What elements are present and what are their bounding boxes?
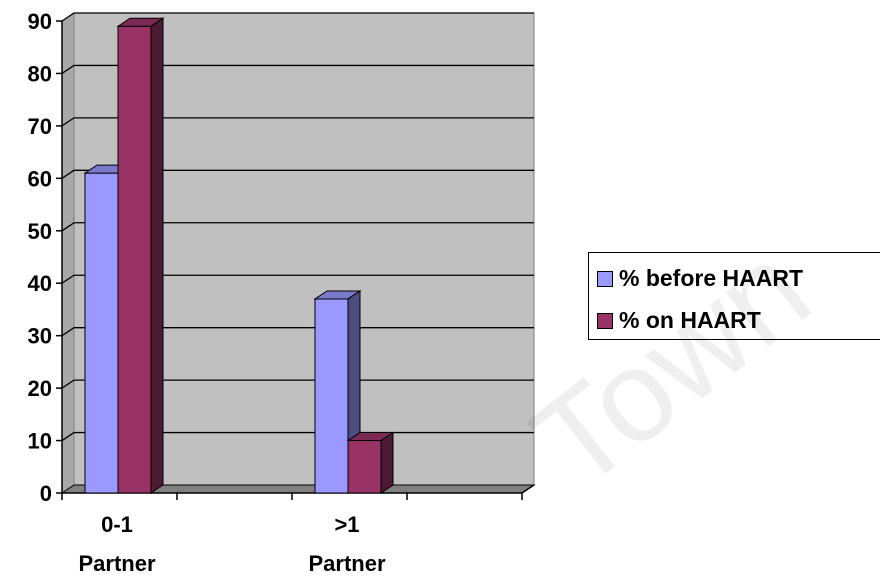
x-category-labels: 0-1 Partner >1 Partner [78,512,385,576]
legend-swatch-before [597,270,613,287]
gridline [61,169,534,179]
gridline [61,379,534,389]
bar [313,290,362,494]
y-tick-label: 20 [28,376,52,401]
y-tick-label: 80 [28,61,52,86]
y-tick-label: 70 [28,114,52,139]
bar-side [150,17,164,494]
legend-label-on: % on HAART [619,307,761,333]
bars [83,17,395,494]
bar-front [84,172,119,494]
legend-item-on: % on HAART [597,307,761,334]
y-tick-label: 90 [28,9,52,34]
y-tick-labels: 0 10 20 30 40 50 60 70 80 90 [28,9,52,506]
bar-front [314,298,349,494]
x-category-label: >1 [334,512,359,537]
y-tick-label: 0 [40,481,52,506]
gridline [61,327,534,337]
bar-side [380,431,394,494]
x-category-label: 0-1 [101,512,133,537]
y-tick-label: 10 [28,429,52,454]
y-tick-label: 40 [28,271,52,296]
x-category-label: Partner [308,551,385,576]
legend-swatch-on [597,312,613,329]
legend: % before HAART % on HAART [588,252,880,340]
bar [346,431,395,494]
gridline [61,274,534,284]
bar [116,17,165,494]
bar-front [117,25,152,494]
gridlines [61,12,534,442]
side-wall [61,12,75,494]
x-axis-depth [521,484,535,494]
x-category-label: Partner [78,551,155,576]
gridline [61,117,534,127]
y-tick-label: 30 [28,324,52,349]
legend-label-before: % before HAART [619,265,804,291]
gridline [61,64,534,74]
gridline [61,12,534,22]
bar-front [347,440,382,494]
legend-item-before: % before HAART [597,265,803,292]
y-tick-label: 60 [28,166,52,191]
gridline [61,222,534,232]
y-tick-label: 50 [28,219,52,244]
